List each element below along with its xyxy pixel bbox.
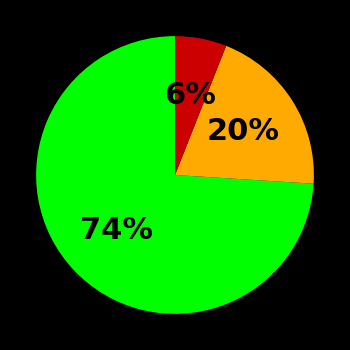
- Text: 74%: 74%: [80, 216, 153, 245]
- Text: 20%: 20%: [206, 117, 280, 146]
- Wedge shape: [36, 36, 314, 314]
- Wedge shape: [175, 46, 314, 184]
- Wedge shape: [175, 36, 226, 175]
- Text: 6%: 6%: [164, 81, 216, 110]
